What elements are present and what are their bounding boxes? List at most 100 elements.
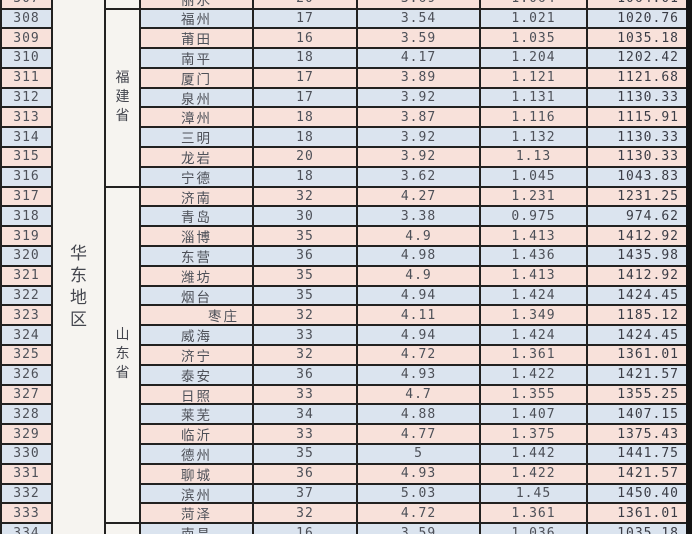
value-col-2: 5: [358, 445, 479, 463]
city-name: 宁德: [141, 167, 252, 186]
value-col-2: 4.9: [358, 266, 479, 285]
row-number: 308: [2, 9, 51, 28]
value-col-4: 1035.18: [588, 524, 686, 534]
value-col-3: 1.422: [481, 464, 586, 483]
row-number: 326: [2, 365, 51, 384]
value-col-1: 18: [254, 128, 356, 147]
value-col-3: 1.064: [481, 0, 586, 8]
city-name: 滨州: [141, 484, 252, 503]
value-col-4: 1231.25: [588, 187, 686, 206]
row-number: 310: [2, 49, 51, 67]
value-col-4: 1361.01: [588, 346, 686, 364]
row-number: 309: [2, 29, 51, 48]
value-col-2: 4.27: [358, 187, 479, 206]
value-col-1: 37: [254, 484, 356, 503]
city-name: 丽水: [141, 0, 252, 8]
value-col-1: 18: [254, 108, 356, 127]
value-col-2: 3.92: [358, 88, 479, 107]
row-number: 325: [2, 346, 51, 364]
value-col-4: 1064.01: [588, 0, 686, 8]
city-name: 福州: [141, 9, 252, 28]
row-number: 313: [2, 108, 51, 127]
city-name: 临沂: [141, 425, 252, 444]
row-number: 316: [2, 167, 51, 186]
value-col-3: 1.116: [481, 108, 586, 127]
row-number: 315: [2, 148, 51, 166]
value-col-2: 3.59: [358, 29, 479, 48]
value-col-1: 33: [254, 385, 356, 404]
city-name: 三明: [141, 128, 252, 147]
row-number: 319: [2, 227, 51, 246]
value-col-3: 1.131: [481, 88, 586, 107]
value-col-2: 4.93: [358, 464, 479, 483]
value-col-2: 4.98: [358, 247, 479, 265]
region-name-text: 华东地区: [70, 243, 87, 330]
value-col-3: 1.355: [481, 385, 586, 404]
row-number: 314: [2, 128, 51, 147]
value-col-3: 1.424: [481, 326, 586, 345]
city-name: 东营: [141, 247, 252, 265]
value-col-3: 1.361: [481, 346, 586, 364]
value-col-4: 1421.57: [588, 464, 686, 483]
value-col-3: 0.975: [481, 207, 586, 226]
city-name: 泉州: [141, 88, 252, 107]
province-name-text: 福建省: [115, 70, 130, 125]
value-col-1: 36: [254, 464, 356, 483]
city-name: 青岛: [141, 207, 252, 226]
value-col-4: 1361.01: [588, 504, 686, 523]
province-name-vertical: 福建省: [106, 9, 139, 186]
value-col-2: 4.93: [358, 365, 479, 384]
value-col-1: 34: [254, 405, 356, 424]
row-number: 329: [2, 425, 51, 444]
city-name: 泰安: [141, 365, 252, 384]
value-col-4: 1035.18: [588, 29, 686, 48]
value-col-4: 974.62: [588, 207, 686, 226]
value-col-3: 1.231: [481, 187, 586, 206]
city-name: 潍坊: [141, 266, 252, 285]
row-number: 330: [2, 445, 51, 463]
value-col-4: 1421.57: [588, 365, 686, 384]
value-col-4: 1130.33: [588, 148, 686, 166]
value-col-2: 4.72: [358, 346, 479, 364]
value-col-2: 4.9: [358, 227, 479, 246]
value-col-3: 1.121: [481, 68, 586, 87]
city-name: 漳州: [141, 108, 252, 127]
city-name: 济南: [141, 187, 252, 206]
value-col-2: 4.11: [358, 306, 479, 325]
value-col-1: 33: [254, 326, 356, 345]
value-col-4: 1121.68: [588, 68, 686, 87]
value-col-4: 1435.98: [588, 247, 686, 265]
row-number: 324: [2, 326, 51, 345]
value-col-1: 35: [254, 445, 356, 463]
city-name: 厦门: [141, 68, 252, 87]
city-name: 威海: [141, 326, 252, 345]
value-col-2: 3.59: [358, 524, 479, 534]
row-number: 328: [2, 405, 51, 424]
value-col-3: 1.413: [481, 266, 586, 285]
row-number: 311: [2, 68, 51, 87]
value-col-1: 32: [254, 187, 356, 206]
value-col-1: 36: [254, 247, 356, 265]
value-col-3: 1.035: [481, 29, 586, 48]
row-number: 320: [2, 247, 51, 265]
value-col-1: 30: [254, 207, 356, 226]
value-col-1: 17: [254, 9, 356, 28]
value-col-3: 1.036: [481, 524, 586, 534]
value-col-1: 18: [254, 49, 356, 67]
value-col-3: 1.422: [481, 365, 586, 384]
value-col-3: 1.361: [481, 504, 586, 523]
value-col-1: 35: [254, 227, 356, 246]
province-name-text: 山东省: [115, 327, 130, 382]
value-col-3: 1.375: [481, 425, 586, 444]
value-col-2: 4.17: [358, 49, 479, 67]
province-name-vertical: [106, 524, 139, 534]
value-col-2: 3.38: [358, 207, 479, 226]
value-col-2: 3.62: [358, 167, 479, 186]
value-col-2: 4.7: [358, 385, 479, 404]
city-name: 日照: [141, 385, 252, 404]
city-name: 德州: [141, 445, 252, 463]
value-col-1: 36: [254, 365, 356, 384]
value-col-3: 1.436: [481, 247, 586, 265]
row-number: 323: [2, 306, 51, 325]
